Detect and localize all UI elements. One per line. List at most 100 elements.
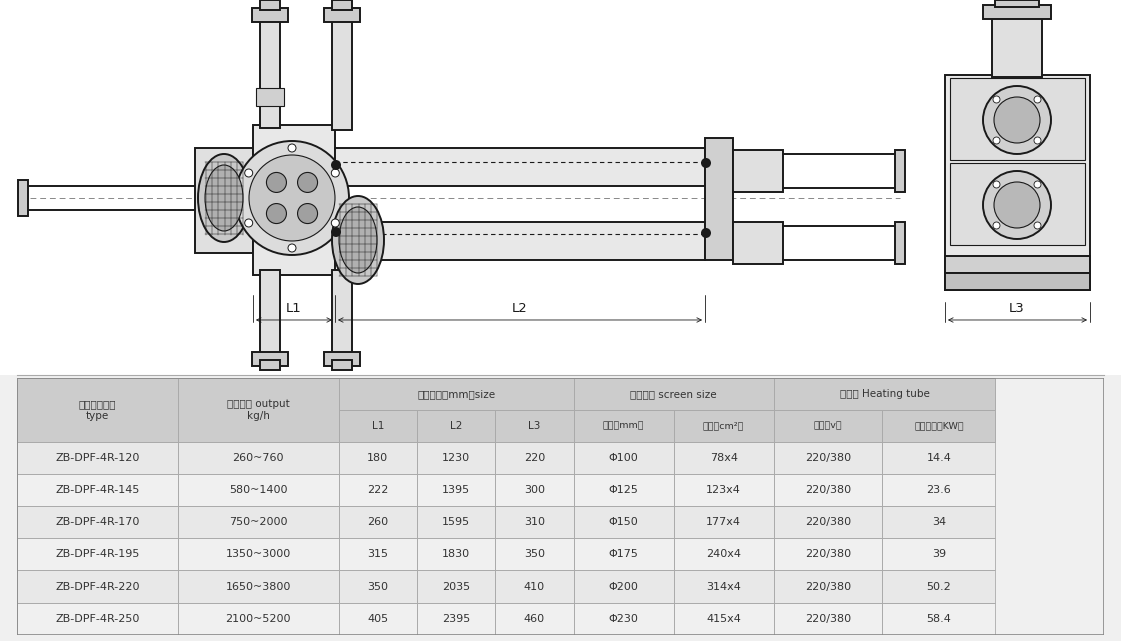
Bar — [574, 474, 674, 506]
Circle shape — [288, 244, 296, 252]
Text: 2100~5200: 2100~5200 — [225, 613, 291, 624]
Bar — [674, 410, 773, 442]
Bar — [882, 442, 995, 474]
Text: 410: 410 — [524, 581, 545, 592]
Bar — [574, 603, 674, 635]
Bar — [17, 603, 178, 635]
Bar — [674, 570, 773, 603]
Bar — [495, 603, 574, 635]
Bar — [674, 474, 773, 506]
Bar — [495, 570, 574, 603]
Text: 580~1400: 580~1400 — [229, 485, 287, 495]
Bar — [945, 256, 1090, 273]
Text: Φ230: Φ230 — [609, 613, 639, 624]
Bar — [992, 12, 1043, 77]
Bar — [495, 474, 574, 506]
Bar — [178, 378, 339, 442]
Text: 1830: 1830 — [442, 549, 470, 560]
Bar — [417, 603, 495, 635]
Bar — [882, 506, 995, 538]
Bar — [882, 474, 995, 506]
Text: 直径（mm）: 直径（mm） — [603, 422, 645, 431]
Bar — [339, 442, 417, 474]
Ellipse shape — [205, 165, 243, 231]
Text: L3: L3 — [1009, 302, 1025, 315]
Circle shape — [331, 160, 341, 170]
Text: 260: 260 — [368, 517, 388, 528]
Bar — [773, 570, 882, 603]
Text: 220/380: 220/380 — [805, 485, 851, 495]
Bar — [17, 538, 178, 570]
Text: 1230: 1230 — [442, 453, 470, 463]
Bar — [882, 410, 995, 442]
Bar — [495, 410, 574, 442]
Text: 240x4: 240x4 — [706, 549, 741, 560]
Bar — [945, 75, 1090, 290]
Text: L2: L2 — [450, 421, 462, 431]
Bar — [178, 538, 339, 570]
Bar — [332, 0, 352, 10]
Bar — [773, 442, 882, 474]
Bar — [773, 506, 882, 538]
Bar — [17, 538, 178, 570]
Text: 220/380: 220/380 — [805, 613, 851, 624]
Text: 220/380: 220/380 — [805, 581, 851, 592]
Circle shape — [332, 169, 340, 177]
Bar — [945, 273, 1090, 290]
Circle shape — [994, 97, 1040, 143]
Text: 350: 350 — [524, 549, 545, 560]
Bar — [882, 570, 995, 603]
Bar — [339, 603, 417, 635]
Bar — [773, 474, 882, 506]
Text: 1395: 1395 — [442, 485, 470, 495]
Bar — [17, 442, 178, 474]
Bar — [773, 378, 995, 410]
Bar — [178, 538, 339, 570]
Text: 315: 315 — [368, 549, 388, 560]
Bar — [882, 603, 995, 635]
Bar — [495, 506, 574, 538]
Bar — [335, 222, 705, 260]
Bar — [178, 570, 339, 603]
Bar — [339, 474, 417, 506]
Bar — [339, 474, 417, 506]
Text: 123x4: 123x4 — [706, 485, 741, 495]
Bar — [417, 570, 495, 603]
Text: 34: 34 — [932, 517, 946, 528]
Bar — [339, 506, 417, 538]
Bar — [417, 506, 495, 538]
Text: 2035: 2035 — [442, 581, 470, 592]
Text: 220/380: 220/380 — [805, 453, 851, 463]
Bar — [773, 603, 882, 635]
Text: ZB-DPF-4R-170: ZB-DPF-4R-170 — [55, 517, 139, 528]
Bar — [178, 474, 339, 506]
Bar — [252, 8, 288, 22]
Ellipse shape — [198, 154, 250, 242]
Circle shape — [1034, 181, 1041, 188]
Text: 1350~3000: 1350~3000 — [225, 549, 290, 560]
Text: L1: L1 — [286, 302, 302, 315]
Bar — [995, 0, 1039, 7]
Bar — [574, 506, 674, 538]
Bar — [574, 603, 674, 635]
Bar — [705, 138, 733, 260]
Bar — [895, 222, 905, 264]
Text: Φ150: Φ150 — [609, 517, 639, 528]
Bar — [339, 378, 574, 410]
Bar — [178, 378, 339, 442]
Bar — [252, 352, 288, 366]
Bar — [417, 442, 495, 474]
Text: 1650~3800: 1650~3800 — [225, 581, 290, 592]
Bar — [18, 180, 28, 216]
Ellipse shape — [332, 196, 385, 284]
Bar — [178, 442, 339, 474]
Bar — [495, 570, 574, 603]
Text: 222: 222 — [368, 485, 389, 495]
Bar — [417, 538, 495, 570]
Circle shape — [267, 172, 287, 192]
Bar — [324, 352, 360, 366]
Bar — [674, 603, 773, 635]
Bar — [495, 442, 574, 474]
Bar — [17, 378, 178, 442]
Circle shape — [288, 144, 296, 152]
